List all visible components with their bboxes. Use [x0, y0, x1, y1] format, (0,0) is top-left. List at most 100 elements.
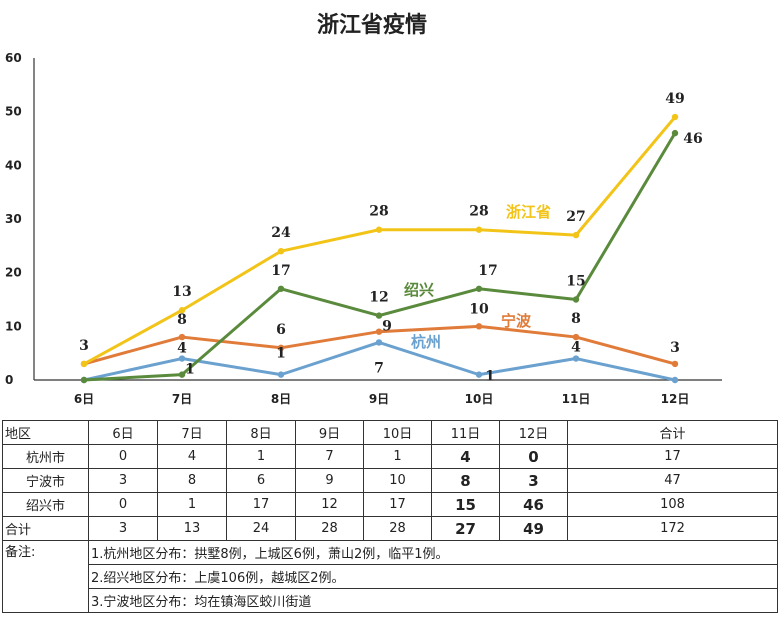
- table-cell: 1: [226, 444, 296, 469]
- data-point: [572, 231, 580, 239]
- y-tick-label: 30: [5, 212, 22, 226]
- data-point: [178, 307, 186, 314]
- data-label: 28: [369, 204, 388, 220]
- note-text: 3.宁波地区分布：均在镇海区蛟川街道: [88, 588, 778, 613]
- data-point: [671, 129, 679, 137]
- data-point: [475, 323, 483, 330]
- data-label: 27: [566, 209, 585, 225]
- table-header-cell: 合计: [567, 420, 778, 445]
- data-point: [277, 371, 285, 378]
- data-point: [178, 371, 186, 378]
- data-label: 10: [469, 301, 489, 317]
- row-label: 宁波市: [2, 468, 89, 493]
- table-header-cell: 8日: [226, 420, 296, 445]
- table-cell: 49: [499, 516, 568, 541]
- data-point: [178, 355, 186, 362]
- table-cell: 12: [295, 492, 364, 517]
- table-cell: 0: [499, 444, 568, 469]
- table-header-row: 地区 6日 7日 8日 9日 10日 11日 12日 合计: [2, 420, 778, 445]
- data-label: 46: [683, 131, 702, 147]
- series-label: 浙江省: [506, 203, 551, 221]
- data-label: 6: [276, 322, 286, 338]
- table-cell: 28: [363, 516, 432, 541]
- data-label: 1: [185, 362, 195, 378]
- table-cell: 0: [88, 444, 158, 469]
- series-label: 杭州: [411, 333, 441, 351]
- table-cell: 3: [88, 516, 158, 541]
- y-tick-label: 50: [5, 105, 22, 119]
- note-row: 备注: 1.杭州地区分布：拱墅8例，上城区6例，萧山2例，临平1例。: [2, 540, 778, 613]
- data-point: [475, 285, 483, 292]
- table-cell: 3: [499, 468, 568, 493]
- x-tick-label: 11日: [562, 392, 591, 406]
- data-label: 3: [79, 338, 89, 354]
- data-point: [572, 355, 580, 362]
- x-tick-label: 7日: [172, 392, 192, 406]
- table-cell: 7: [295, 444, 364, 469]
- series-label: 宁波: [501, 312, 532, 330]
- data-label: 1: [276, 346, 286, 362]
- note-text: 1.杭州地区分布：拱墅8例，上城区6例，萧山2例，临平1例。: [88, 540, 778, 565]
- table-row: 绍兴市 0 1 17 12 17 15 46 108: [2, 492, 778, 517]
- row-label: 杭州市: [2, 444, 89, 469]
- data-point: [375, 312, 383, 319]
- data-point: [375, 328, 383, 335]
- table-cell: 13: [157, 516, 227, 541]
- data-label: 9: [382, 319, 392, 335]
- table-cell: 24: [226, 516, 296, 541]
- note-text: 2.绍兴地区分布：上虞106例，越城区2例。: [88, 564, 778, 589]
- data-label: 24: [271, 225, 291, 241]
- data-label: 4: [571, 340, 581, 356]
- table-cell: 108: [567, 492, 778, 517]
- table-header-cell: 6日: [88, 420, 158, 445]
- table-cell: 8: [157, 468, 227, 493]
- data-label: 15: [566, 274, 585, 290]
- table-cell: 9: [295, 468, 364, 493]
- x-tick-label: 9日: [369, 392, 389, 406]
- data-point: [671, 360, 679, 368]
- data-point: [572, 333, 580, 341]
- y-tick-label: 60: [5, 51, 22, 65]
- table-cell: 172: [567, 516, 778, 541]
- table-header-cell: 10日: [363, 420, 432, 445]
- data-label: 1: [485, 369, 495, 385]
- x-tick-label: 8日: [271, 392, 291, 406]
- y-tick-label: 20: [5, 266, 22, 280]
- table-cell: 47: [567, 468, 778, 493]
- table-header-cell: 11日: [431, 420, 500, 445]
- x-tick-label: 10日: [465, 392, 494, 406]
- data-label: 3: [670, 340, 680, 356]
- table-header-cell: 7日: [157, 420, 227, 445]
- data-label: 17: [478, 263, 497, 279]
- row-label: 合计: [2, 516, 89, 541]
- table-cell: 1: [157, 492, 227, 517]
- data-point: [375, 339, 383, 346]
- table-cell: 46: [499, 492, 568, 517]
- table-cell: 6: [226, 468, 296, 493]
- data-point: [475, 226, 483, 233]
- data-point: [475, 371, 483, 378]
- data-label: 8: [571, 311, 581, 327]
- table-cell: 17: [567, 444, 778, 469]
- data-label: 17: [271, 263, 290, 279]
- chart-title: 浙江省疫情: [317, 12, 427, 38]
- note-row: 2.绍兴地区分布：上虞106例，越城区2例。: [3, 564, 778, 589]
- x-tick-label: 12日: [661, 392, 690, 406]
- table-cell: 1: [363, 444, 432, 469]
- table-cell: 17: [226, 492, 296, 517]
- table-row: 宁波市 3 8 6 9 10 8 3 47: [2, 468, 778, 493]
- table-cell: 3: [88, 468, 158, 493]
- table-cell: 28: [295, 516, 364, 541]
- table-header-cell: 12日: [499, 420, 568, 445]
- table-cell: 17: [363, 492, 432, 517]
- data-point: [671, 113, 679, 121]
- data-label: 8: [177, 312, 187, 328]
- data-point: [671, 376, 679, 384]
- data-point: [80, 360, 88, 368]
- data-point: [277, 344, 285, 351]
- y-tick-label: 10: [5, 319, 22, 333]
- table-cell: 0: [88, 492, 158, 517]
- data-point: [277, 248, 285, 255]
- data-point: [277, 285, 285, 292]
